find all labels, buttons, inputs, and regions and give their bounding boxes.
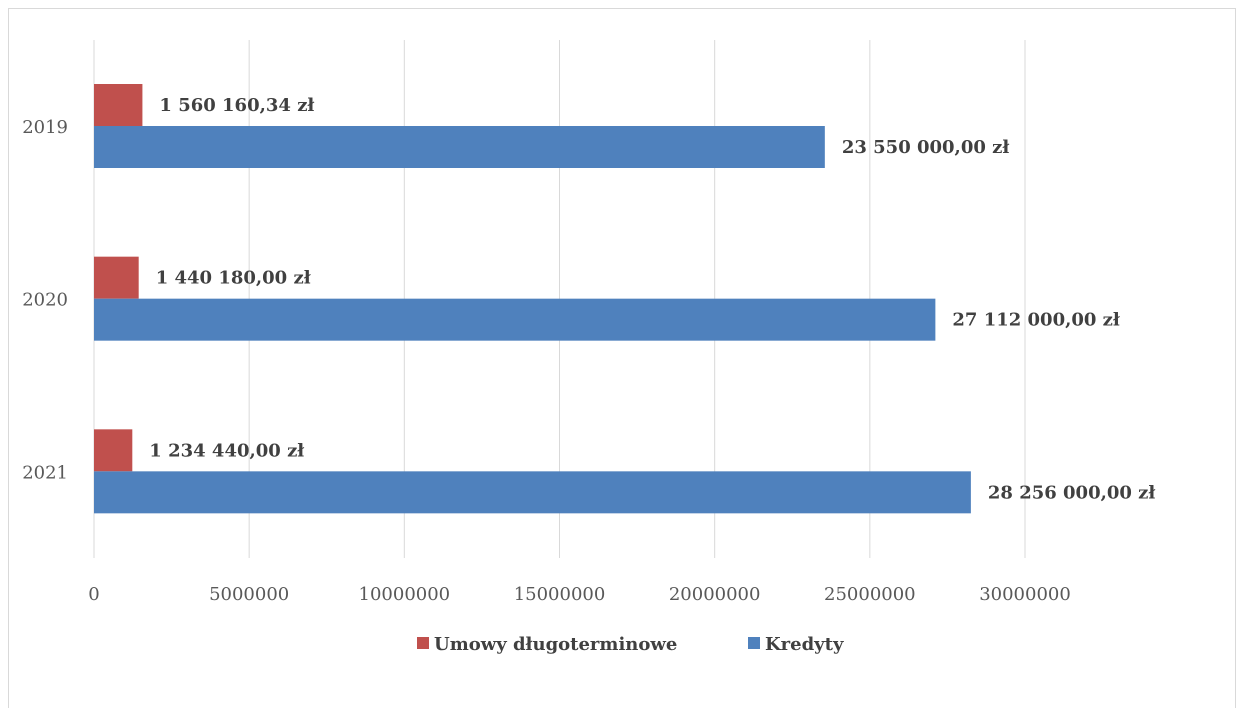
x-tick-label: 5000000 bbox=[209, 584, 289, 605]
x-tick-label: 30000000 bbox=[979, 584, 1071, 605]
legend-label-umowy: Umowy długoterminowe bbox=[434, 634, 677, 655]
y-tick-label: 2021 bbox=[22, 462, 68, 483]
data-label: 1 560 160,34 zł bbox=[159, 95, 315, 116]
x-tick-label: 25000000 bbox=[824, 584, 916, 605]
bar-umowy-2019 bbox=[94, 84, 143, 126]
x-tick-label: 0 bbox=[88, 584, 99, 605]
x-axis-ticks: 0 5000000 10000000 15000000 20000000 25000000… bbox=[88, 584, 1071, 605]
y-tick-label: 2020 bbox=[22, 290, 68, 311]
data-label: 1 234 440,00 zł bbox=[149, 440, 305, 461]
legend-swatch-kredyty bbox=[748, 637, 760, 649]
x-tick-label: 15000000 bbox=[514, 584, 606, 605]
chart-frame bbox=[8, 8, 1236, 708]
bar-kredyty-2019 bbox=[94, 126, 825, 168]
bar-umowy-2020 bbox=[94, 256, 139, 299]
data-label: 23 550 000,00 zł bbox=[842, 137, 1011, 158]
bar-chart: 1 560 160,34 zł 23 550 000,00 zł 1 440 180… bbox=[22, 40, 1156, 655]
legend-label-kredyty: Kredyty bbox=[765, 634, 844, 655]
data-label: 28 256 000,00 zł bbox=[988, 482, 1157, 503]
y-tick-label: 2019 bbox=[22, 117, 68, 138]
data-labels: 1 560 160,34 zł 23 550 000,00 zł 1 440 180… bbox=[149, 95, 1156, 503]
data-label: 1 440 180,00 zł bbox=[156, 268, 312, 289]
bar-umowy-2021 bbox=[94, 429, 133, 472]
data-label: 27 112 000,00 zł bbox=[952, 310, 1121, 331]
bar-kredyty-2021 bbox=[94, 471, 971, 514]
bars bbox=[94, 84, 971, 514]
legend: Umowy długoterminowe Kredyty bbox=[417, 634, 844, 655]
x-tick-label: 20000000 bbox=[669, 584, 761, 605]
legend-swatch-umowy bbox=[417, 637, 429, 649]
bar-kredyty-2020 bbox=[94, 298, 936, 341]
x-tick-label: 10000000 bbox=[359, 584, 451, 605]
y-axis-ticks: 2019 2020 2021 bbox=[22, 117, 68, 483]
